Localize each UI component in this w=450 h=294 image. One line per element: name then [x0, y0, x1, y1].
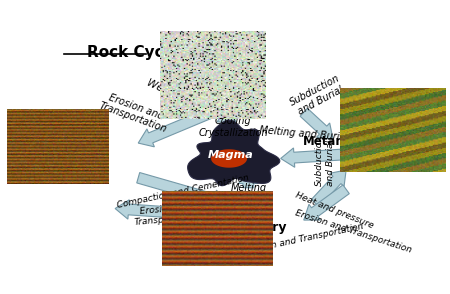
Text: Heat and pressure: Heat and pressure: [294, 191, 375, 231]
Text: Compaction and Cementation: Compaction and Cementation: [116, 173, 250, 210]
Text: Soft Sediments,
Mud and Sand: Soft Sediments, Mud and Sand: [55, 149, 149, 171]
Polygon shape: [211, 149, 247, 168]
Text: Erosion and
Transportation: Erosion and Transportation: [133, 202, 200, 227]
Polygon shape: [304, 185, 349, 220]
Polygon shape: [138, 101, 229, 147]
Polygon shape: [300, 108, 333, 139]
Text: Magma: Magma: [208, 150, 253, 160]
Text: Metamorphic
Rocks: Metamorphic Rocks: [303, 135, 390, 163]
Polygon shape: [281, 148, 341, 167]
Text: Erosion and Transportation: Erosion and Transportation: [243, 222, 365, 256]
Polygon shape: [115, 200, 227, 222]
Polygon shape: [217, 108, 237, 137]
Polygon shape: [188, 120, 280, 186]
Polygon shape: [311, 170, 346, 207]
Text: Sedimentary
Rocks: Sedimentary Rocks: [198, 221, 287, 249]
Text: Cooling
Crystallization: Cooling Crystallization: [198, 116, 268, 138]
Polygon shape: [238, 170, 258, 188]
Polygon shape: [137, 173, 227, 209]
Text: Melting and Burial: Melting and Burial: [259, 125, 349, 143]
Text: Igneous
Rocks: Igneous Rocks: [205, 49, 261, 77]
Text: Weathering: Weathering: [145, 78, 204, 113]
Text: Subduction
and Burial: Subduction and Burial: [288, 73, 347, 118]
Text: Rock Cycle: Rock Cycle: [87, 44, 179, 59]
Text: Subduction
and Burial: Subduction and Burial: [315, 135, 335, 186]
Text: Melting: Melting: [230, 183, 266, 193]
Text: Erosion and
Transportation: Erosion and Transportation: [97, 90, 171, 135]
Text: Erosion and Transportation: Erosion and Transportation: [294, 208, 413, 255]
